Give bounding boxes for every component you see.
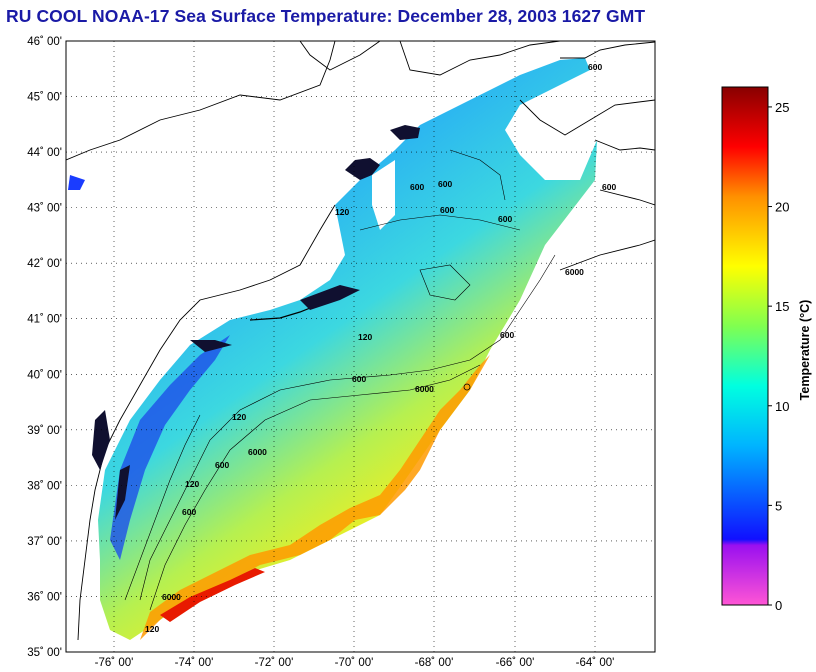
- lon-label: -68˚ 00': [415, 657, 454, 669]
- latitude-labels: 46˚ 00' 45˚ 00' 44˚ 00' 43˚ 00' 42˚ 00' 41˚ 0…: [27, 36, 62, 659]
- contour-label: 6000: [248, 447, 267, 457]
- lat-label: 42˚ 00': [27, 258, 62, 270]
- lat-label: 45˚ 00': [27, 92, 62, 104]
- contour-label: 120: [335, 207, 349, 217]
- lat-label: 39˚ 00': [27, 425, 62, 437]
- bathymetry-contours: [124, 149, 556, 611]
- lon-label: -66˚ 00': [496, 657, 535, 669]
- contour-label: 600: [352, 374, 366, 384]
- contour-label: 600: [602, 182, 616, 192]
- lat-label: 35˚ 00': [27, 647, 62, 659]
- lat-label: 44˚ 00': [27, 147, 62, 159]
- lon-label: -74˚ 00': [175, 657, 214, 669]
- lat-label: 40˚ 00': [27, 369, 62, 381]
- colorbar-tick-label: 0: [775, 598, 782, 613]
- colorbar-tick-label: 5: [775, 498, 782, 513]
- contour-label: 6000: [565, 267, 584, 277]
- lat-label: 36˚ 00': [27, 591, 62, 603]
- lon-label: -64˚ 00': [576, 657, 615, 669]
- contour-label: 600: [438, 179, 452, 189]
- coastline: [66, 41, 655, 641]
- contour-label: 120: [358, 332, 372, 342]
- lat-label: 38˚ 00': [27, 480, 62, 492]
- lat-lon-grid: [66, 41, 655, 652]
- longitude-labels: -76˚ 00' -74˚ 00' -72˚ 00' -70˚ 00' -68˚ 00'…: [95, 657, 615, 669]
- contour-label: 120: [185, 479, 199, 489]
- lat-label: 46˚ 00': [27, 36, 62, 48]
- colorbar-scale: [721, 86, 769, 606]
- colorbar-tick-label: 25: [775, 100, 789, 115]
- lat-label: 43˚ 00': [27, 203, 62, 215]
- map-area[interactable]: 600 600 600 120 600 600 600 6000 600 120 6000 600 12…: [66, 41, 655, 652]
- sst-data-main: [98, 58, 597, 640]
- land-detail: [68, 125, 420, 520]
- map-frame: [65, 40, 656, 653]
- colorbar-tick-label: 20: [775, 200, 789, 215]
- colorbar: 25 20 15 10 5 0 Temperature (°C): [721, 86, 812, 613]
- sst-warm-edge: [140, 355, 490, 640]
- cloud-gap: [372, 160, 395, 230]
- lon-label: -76˚ 00': [95, 657, 134, 669]
- lon-label: -72˚ 00': [255, 657, 294, 669]
- lat-label: 37˚ 00': [27, 536, 62, 548]
- contour-label: 6000: [415, 384, 434, 394]
- sst-nearshore-blue: [110, 335, 230, 560]
- lon-label: -70˚ 00': [335, 657, 374, 669]
- contour-label: 600: [215, 460, 229, 470]
- colorbar-tick-label: 10: [775, 399, 789, 414]
- contour-label: 600: [182, 507, 196, 517]
- marker-circle: [463, 383, 471, 391]
- contour-label: 120: [232, 412, 246, 422]
- contour-label: 6000: [162, 592, 181, 602]
- contour-label: 120: [145, 624, 159, 634]
- sst-hot-edge: [160, 568, 265, 622]
- colorbar-tick-label: 15: [775, 299, 789, 314]
- map-title: RU COOL NOAA-17 Sea Surface Temperature:…: [6, 6, 646, 26]
- contour-label: 600: [498, 214, 512, 224]
- colorbar-title: Temperature (°C): [798, 300, 812, 401]
- contour-label: 600: [500, 330, 514, 340]
- contour-label: 600: [410, 182, 424, 192]
- contour-label: 600: [440, 205, 454, 215]
- lat-label: 41˚ 00': [27, 314, 62, 326]
